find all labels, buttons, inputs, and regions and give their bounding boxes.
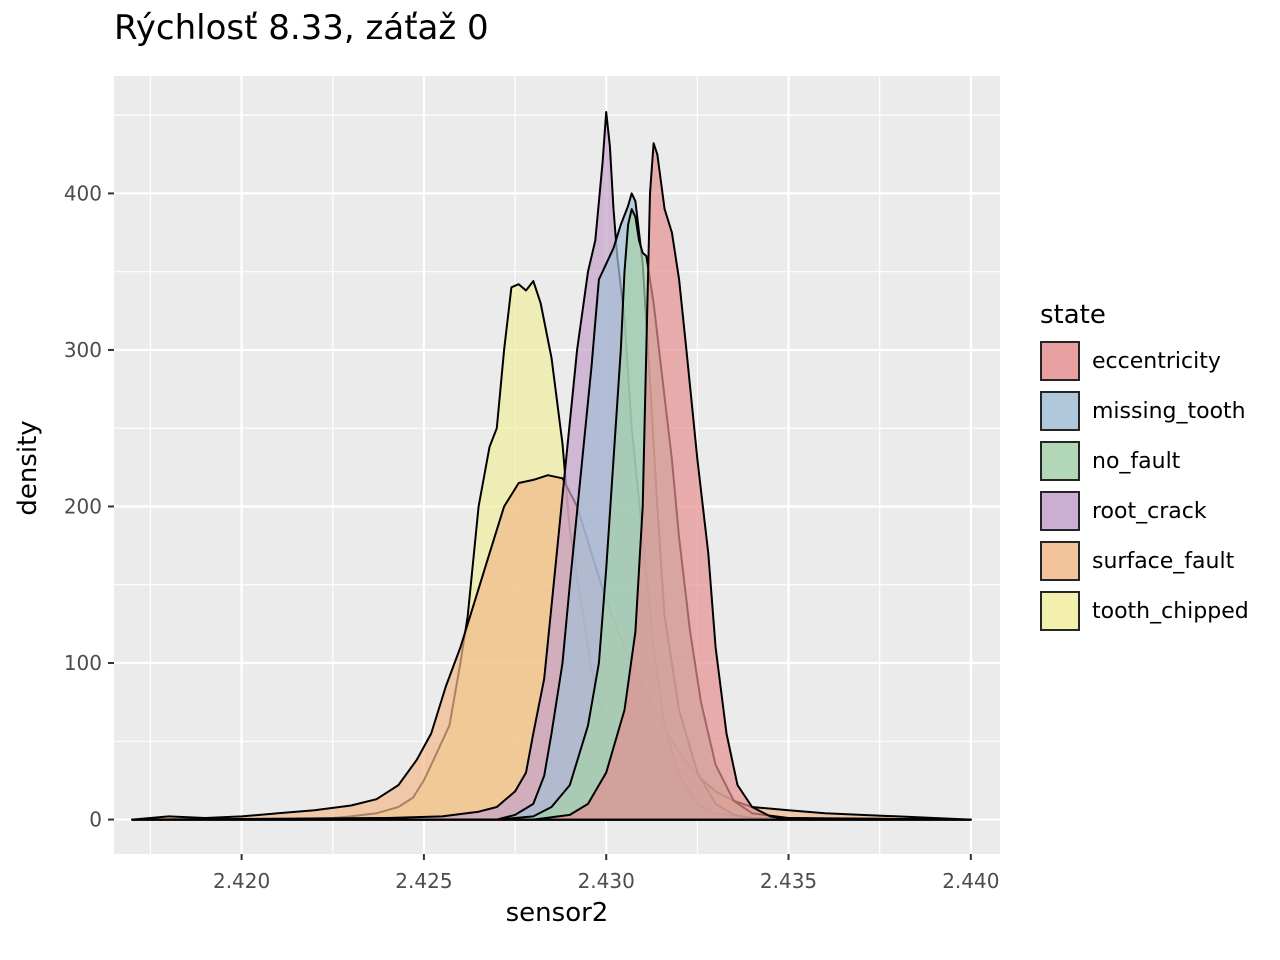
chart-title: Rýchlosť 8.33, záťaž 0 [114,8,489,48]
legend-label: no_fault [1092,448,1181,474]
y-tick-label: 100 [64,651,102,675]
legend-item-missing-tooth: missing_tooth [1040,386,1249,436]
legend-item-root-crack: root_crack [1040,486,1249,536]
y-axis-label: density [13,420,43,516]
legend-label: surface_fault [1092,548,1235,574]
legend-item-tooth-chipped: tooth_chipped [1040,586,1249,636]
y-tick-label: 200 [64,494,102,518]
legend-swatch [1040,441,1080,481]
axes: 2.420 2.425 2.430 2.435 2.440 0 100 200 300 400 [64,181,1000,893]
x-tick-label: 2.440 [942,869,999,893]
legend-item-no-fault: no_fault [1040,436,1249,486]
y-tick-label: 300 [64,338,102,362]
y-tick-label: 0 [89,808,102,832]
legend-title: state [1040,300,1106,330]
legend-swatch [1040,491,1080,531]
x-tick-label: 2.435 [760,869,817,893]
legend-label: missing_tooth [1092,398,1246,424]
legend-label: tooth_chipped [1092,598,1249,624]
density-series [131,111,972,821]
legend-label: eccentricity [1092,348,1221,374]
density-area-eccentricity [131,142,972,821]
legend-label: root_crack [1092,498,1207,524]
x-tick-label: 2.430 [578,869,635,893]
x-axis-label: sensor2 [505,898,609,928]
y-tick-label: 400 [64,181,102,205]
x-tick-label: 2.420 [213,869,270,893]
legend-swatch [1040,541,1080,581]
legend-swatch [1040,591,1080,631]
legend-item-surface-fault: surface_fault [1040,536,1249,586]
legend-item-eccentricity: eccentricity [1040,336,1249,386]
legend-swatch [1040,391,1080,431]
legend-swatch [1040,341,1080,381]
x-tick-label: 2.425 [395,869,452,893]
legend-items: eccentricity missing_tooth no_fault root_cr… [1040,336,1249,636]
